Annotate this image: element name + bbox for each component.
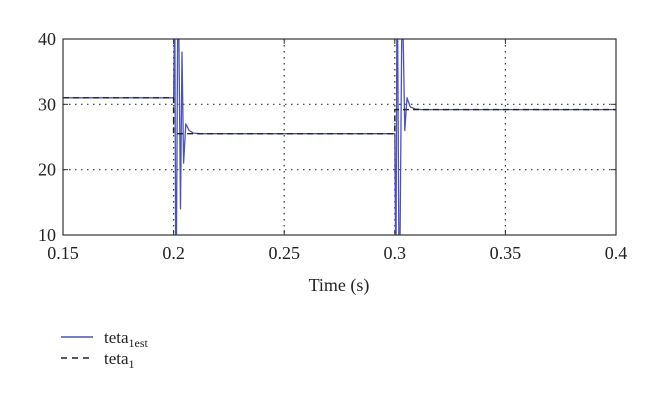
x-tick-labels: 0.15 0.2 0.25 0.3 0.35 0.4 [47,243,627,263]
x-tick-label: 0.3 [384,243,407,263]
y-tick-label: 10 [38,225,56,245]
plot-frame [62,38,617,236]
series-line-teta1 [63,97,616,135]
series-layer [63,39,616,235]
y-tick-label: 40 [38,29,56,49]
x-axis-label: Time (s) [309,275,370,296]
x-tick-label: 0.15 [47,243,79,263]
y-tick-label: 30 [38,94,56,114]
x-tick-label: 0.25 [268,243,300,263]
plot-area [63,39,616,235]
legend-label-teta1: teta1 [104,349,135,371]
x-tick-label: 0.35 [490,243,522,263]
y-tick-label: 20 [38,160,56,180]
x-tick-label: 0.4 [605,243,628,263]
axis-ticks [62,38,617,236]
y-tick-labels: 10 20 30 40 [38,29,56,245]
legend-label-teta1est: teta1est [104,328,149,350]
x-tick-label: 0.2 [162,243,185,263]
